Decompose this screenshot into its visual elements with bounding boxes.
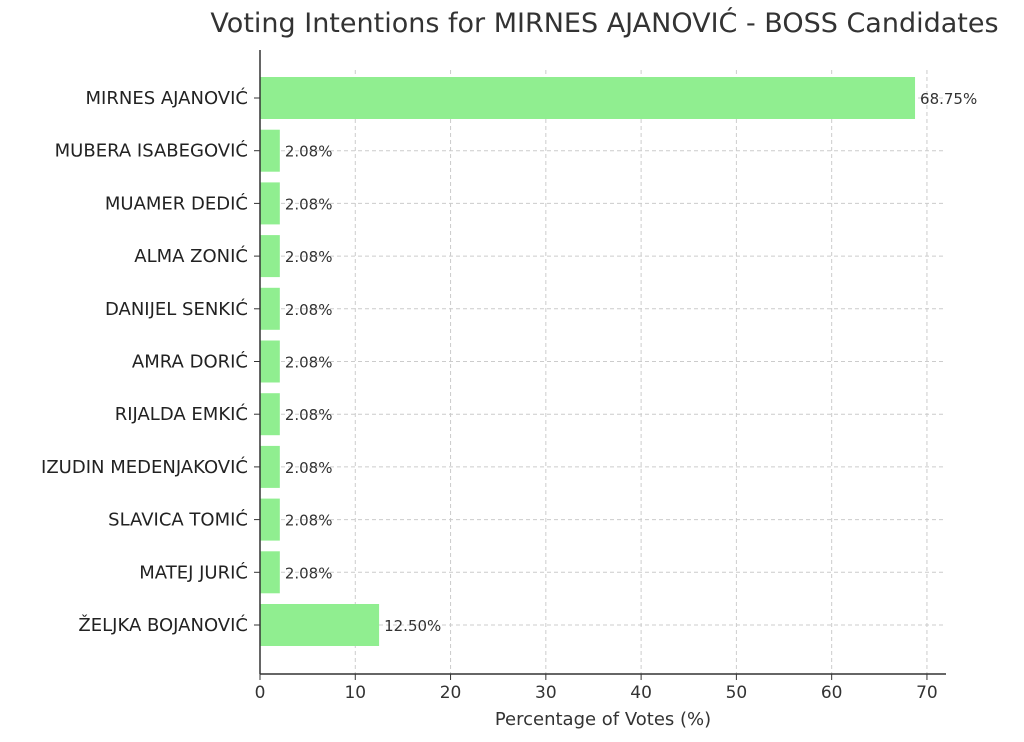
- bar: [260, 340, 280, 383]
- x-tick-label: 10: [344, 683, 366, 703]
- bar: [260, 287, 280, 330]
- category-label: MATEJ JURIĆ: [139, 561, 248, 583]
- category-label: MUAMER DEDIĆ: [105, 192, 248, 214]
- x-tick-label: 70: [916, 683, 938, 703]
- data-label: 2.08%: [285, 248, 333, 266]
- bar: [260, 604, 380, 646]
- data-label: 2.08%: [285, 512, 333, 530]
- bar: [260, 551, 280, 594]
- x-tick-label: 0: [255, 683, 266, 703]
- bar: [260, 393, 280, 436]
- axis-layer: [254, 50, 946, 680]
- category-label: ŽELJKA BOJANOVIĆ: [78, 614, 248, 636]
- category-label: SLAVICA TOMIĆ: [108, 509, 248, 531]
- category-label: IZUDIN MEDENJAKOVIĆ: [41, 456, 248, 478]
- x-tick-label: 50: [726, 683, 748, 703]
- bar: [260, 235, 280, 278]
- data-label: 2.08%: [285, 459, 333, 477]
- category-label: RIJALDA EMKIĆ: [115, 403, 248, 425]
- bar: [260, 129, 280, 172]
- category-label: ALMA ZONIĆ: [134, 245, 248, 267]
- data-label: 2.08%: [285, 301, 333, 319]
- bar: [260, 182, 280, 225]
- bar: [260, 498, 280, 541]
- data-label: 2.08%: [285, 143, 333, 161]
- data-label: 2.08%: [285, 195, 333, 213]
- grid-layer: [259, 70, 946, 674]
- x-axis-label: Percentage of Votes (%): [495, 709, 711, 730]
- label-layer: 0 10 20 30 40 50 60 70 MIRNES AJANOVIĆ 68.75% MUBE…: [41, 87, 977, 703]
- data-label: 68.75%: [920, 90, 977, 108]
- bar: [260, 445, 280, 488]
- category-label: AMRA DORIĆ: [132, 351, 248, 373]
- data-label: 2.08%: [285, 406, 333, 424]
- category-label: DANIJEL SENKIĆ: [105, 298, 248, 320]
- x-tick-label: 30: [535, 683, 557, 703]
- x-tick-label: 40: [630, 683, 652, 703]
- x-tick-label: 60: [821, 683, 843, 703]
- data-label: 12.50%: [384, 617, 441, 635]
- bar: [260, 77, 916, 119]
- data-label: 2.08%: [285, 564, 333, 582]
- category-label: MUBERA ISABEGOVIĆ: [55, 140, 248, 162]
- category-label: MIRNES AJANOVIĆ: [86, 87, 248, 109]
- x-tick-label: 20: [440, 683, 462, 703]
- chart-title: Voting Intentions for MIRNES AJANOVIĆ - …: [210, 8, 999, 39]
- bar-layer: [260, 77, 916, 646]
- data-label: 2.08%: [285, 354, 333, 372]
